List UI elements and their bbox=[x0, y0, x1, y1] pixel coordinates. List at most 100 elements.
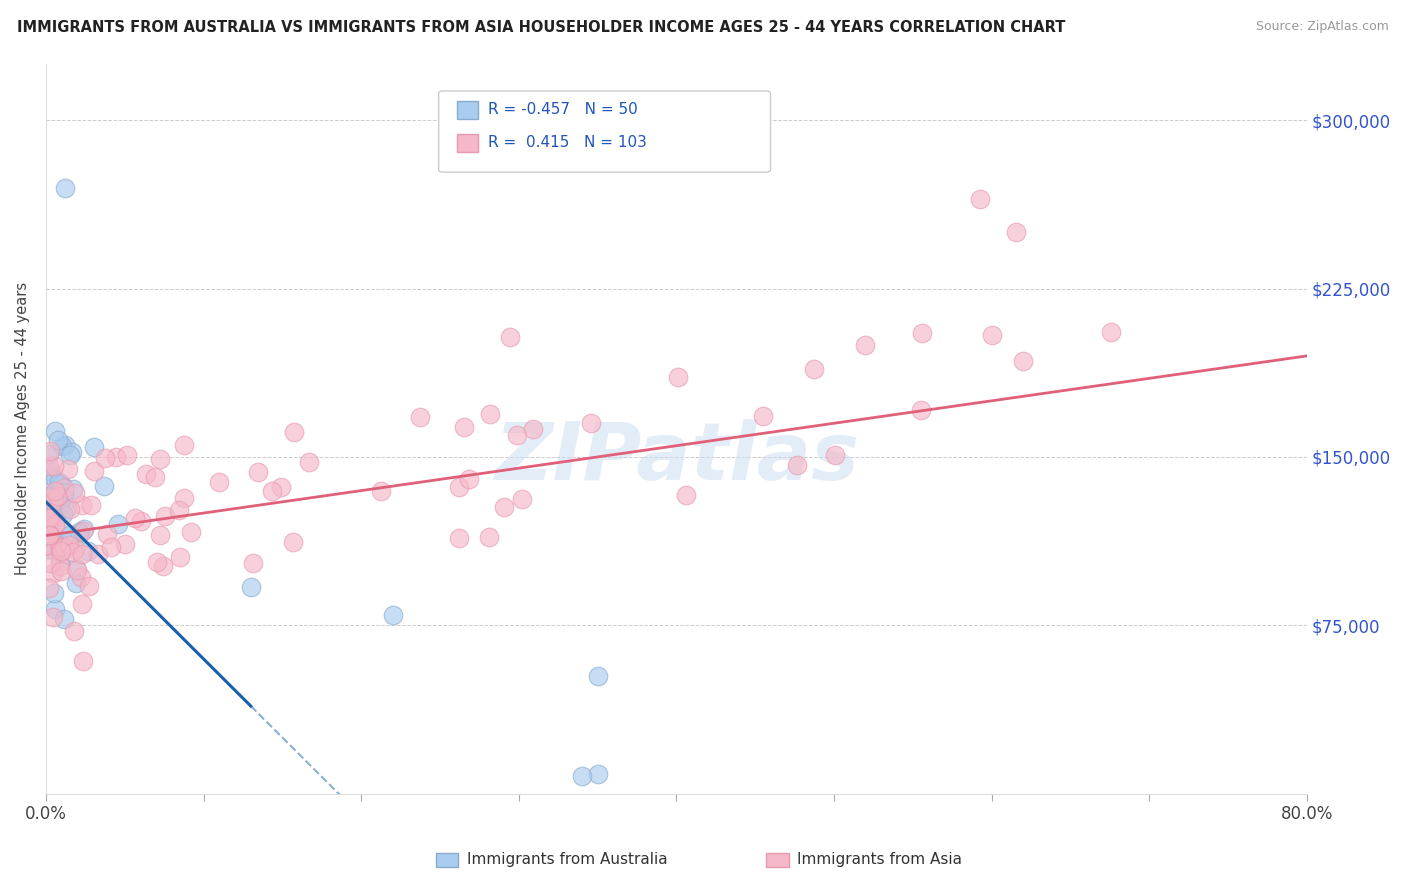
Point bbox=[297, 455, 319, 469]
Point bbox=[38, 581, 60, 595]
Point bbox=[246, 465, 269, 479]
Point bbox=[72, 524, 94, 538]
Point bbox=[39, 488, 62, 502]
Point bbox=[586, 766, 609, 780]
Point bbox=[38, 527, 60, 541]
Point bbox=[44, 483, 66, 498]
Point bbox=[48, 541, 70, 555]
Point bbox=[571, 769, 593, 783]
Point bbox=[37, 542, 59, 557]
Point bbox=[44, 533, 66, 548]
Point bbox=[38, 511, 60, 525]
Point bbox=[381, 607, 404, 622]
Point bbox=[44, 516, 66, 531]
Point bbox=[1004, 226, 1026, 240]
Point bbox=[49, 555, 72, 569]
Point bbox=[180, 524, 202, 539]
Point bbox=[41, 510, 63, 524]
Point bbox=[786, 458, 808, 472]
Point bbox=[70, 498, 93, 512]
Text: Source: ZipAtlas.com: Source: ZipAtlas.com bbox=[1256, 20, 1389, 33]
Point bbox=[53, 180, 76, 194]
Point bbox=[48, 475, 70, 490]
Point bbox=[910, 403, 932, 417]
Point bbox=[52, 508, 75, 522]
Point bbox=[208, 475, 231, 490]
Point bbox=[70, 597, 93, 611]
Text: Immigrants from Asia: Immigrants from Asia bbox=[797, 853, 962, 867]
Point bbox=[53, 438, 76, 452]
Point bbox=[510, 492, 533, 507]
Point bbox=[80, 498, 103, 512]
Point bbox=[42, 458, 65, 473]
Point bbox=[499, 330, 522, 344]
Point bbox=[283, 535, 305, 549]
Point bbox=[37, 526, 59, 541]
Text: ZIPatlas: ZIPatlas bbox=[494, 419, 859, 497]
Y-axis label: Householder Income Ages 25 - 44 years: Householder Income Ages 25 - 44 years bbox=[15, 282, 30, 575]
Point bbox=[153, 508, 176, 523]
Point bbox=[65, 576, 87, 591]
Point bbox=[45, 501, 67, 516]
Point bbox=[96, 527, 118, 541]
Point bbox=[519, 146, 541, 161]
Point bbox=[44, 472, 66, 486]
Point bbox=[239, 580, 262, 594]
Point bbox=[494, 500, 516, 515]
Point bbox=[39, 527, 62, 541]
Point bbox=[38, 443, 60, 458]
Point bbox=[83, 464, 105, 478]
Point bbox=[522, 422, 544, 436]
Point bbox=[129, 514, 152, 528]
Point bbox=[981, 328, 1004, 343]
Point bbox=[69, 525, 91, 540]
Point bbox=[51, 544, 73, 558]
Point bbox=[59, 528, 82, 542]
Point bbox=[100, 540, 122, 554]
Point bbox=[37, 490, 59, 504]
Point bbox=[38, 541, 60, 556]
Point bbox=[173, 437, 195, 451]
Point bbox=[38, 539, 60, 553]
Point bbox=[1099, 326, 1122, 340]
Point bbox=[58, 462, 80, 476]
Point bbox=[65, 561, 87, 575]
Point bbox=[581, 416, 603, 430]
Point bbox=[675, 488, 697, 502]
Point bbox=[169, 550, 191, 565]
Point bbox=[70, 547, 93, 561]
Point bbox=[824, 448, 846, 462]
Point bbox=[87, 547, 110, 561]
Point bbox=[38, 458, 60, 473]
Point bbox=[48, 546, 70, 560]
Text: IMMIGRANTS FROM AUSTRALIA VS IMMIGRANTS FROM ASIA HOUSEHOLDER INCOME AGES 25 - 4: IMMIGRANTS FROM AUSTRALIA VS IMMIGRANTS … bbox=[17, 20, 1066, 35]
Point bbox=[53, 484, 76, 499]
Text: Immigrants from Australia: Immigrants from Australia bbox=[467, 853, 668, 867]
Point bbox=[149, 528, 172, 542]
Point bbox=[44, 424, 66, 438]
Point bbox=[152, 559, 174, 574]
Point bbox=[42, 518, 65, 533]
Point bbox=[1012, 354, 1035, 368]
Point bbox=[66, 563, 89, 577]
Point bbox=[173, 491, 195, 506]
Text: R = -0.457   N = 50: R = -0.457 N = 50 bbox=[488, 103, 638, 117]
Point bbox=[49, 539, 72, 553]
Point bbox=[38, 516, 60, 530]
Point bbox=[124, 510, 146, 524]
Point bbox=[49, 558, 72, 573]
Point bbox=[77, 544, 100, 558]
Point bbox=[449, 532, 471, 546]
Point bbox=[62, 545, 84, 559]
Point bbox=[59, 502, 82, 516]
Point bbox=[38, 447, 60, 461]
Point bbox=[803, 361, 825, 376]
Point bbox=[145, 555, 167, 569]
Point bbox=[62, 482, 84, 496]
Point bbox=[114, 537, 136, 551]
Point bbox=[107, 517, 129, 532]
Point bbox=[53, 481, 76, 495]
Point bbox=[94, 450, 117, 465]
Point bbox=[49, 565, 72, 579]
Point bbox=[270, 480, 292, 494]
